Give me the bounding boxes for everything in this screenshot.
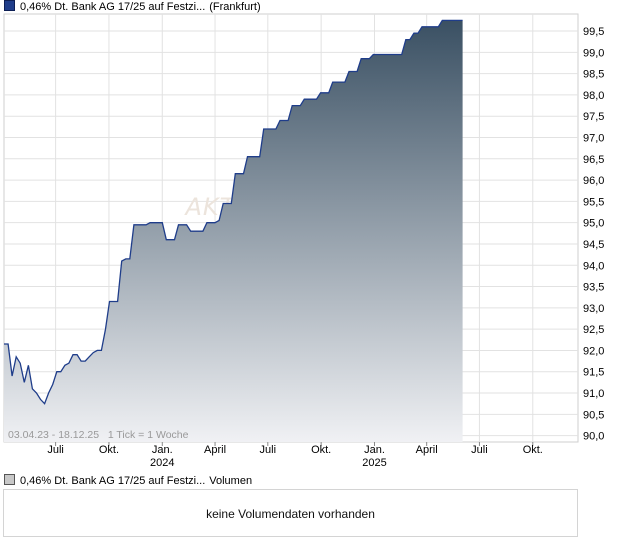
- x-tick-label: Juli: [471, 444, 488, 456]
- y-tick-label: 97,0: [583, 133, 604, 145]
- y-tick-label: 90,0: [583, 431, 604, 443]
- x-tick-label: Juli: [47, 444, 64, 456]
- x-tick-label: Juli: [260, 444, 277, 456]
- price-series-line: [4, 19, 463, 405]
- x-tick-label: Okt.: [99, 444, 119, 456]
- y-tick-label: 92,5: [583, 324, 604, 336]
- x-tick-label: Jan.: [152, 444, 173, 456]
- y-tick-label: 92,0: [583, 345, 604, 357]
- y-tick-label: 91,5: [583, 367, 604, 379]
- y-tick-label: 98,0: [583, 90, 604, 102]
- y-tick-label: 96,5: [583, 154, 604, 166]
- y-tick-label: 99,5: [583, 26, 604, 38]
- x-tick-label: Okt.: [523, 444, 543, 456]
- y-tick-label: 96,0: [583, 175, 604, 187]
- y-tick-label: 93,5: [583, 282, 604, 294]
- y-tick-label: 94,5: [583, 239, 604, 251]
- y-tick-label: 91,0: [583, 388, 604, 400]
- x-tick-year: 2024: [150, 457, 174, 469]
- y-tick-label: 99,0: [583, 47, 604, 59]
- y-tick-label: 98,5: [583, 69, 604, 81]
- price-series-swatch: [4, 0, 15, 11]
- y-tick-label: 94,0: [583, 260, 604, 272]
- volume-empty-message: keine Volumendaten vorhanden: [206, 507, 375, 521]
- y-tick-label: 93,0: [583, 303, 604, 315]
- y-tick-label: 95,5: [583, 196, 604, 208]
- y-tick-label: 95,0: [583, 218, 604, 230]
- volume-label: Volumen: [209, 475, 253, 487]
- price-area-fill: [4, 20, 463, 443]
- exchange-label: (Frankfurt): [209, 1, 261, 13]
- x-tick-label: Jan.: [364, 444, 385, 456]
- x-tick-label: Okt.: [311, 444, 331, 456]
- y-tick-label: 90,5: [583, 409, 604, 421]
- y-tick-label: 97,5: [583, 111, 604, 123]
- legend-price: 0,46% Dt. Bank AG 17/25 auf Festzi... (Fr…: [4, 0, 261, 14]
- price-series-name: 0,46% Dt. Bank AG 17/25 auf Festzi...: [20, 1, 206, 13]
- volume-series-name: 0,46% Dt. Bank AG 17/25 auf Festzi...: [20, 475, 206, 487]
- price-chart: 90,0 90,5 91,0 91,5 92,0 92,5 93,0 93,5 94,0 94,5…: [3, 13, 604, 469]
- volume-series-swatch: [4, 474, 15, 485]
- range-note: 03.04.23 - 18.12.25 1 Tick = 1 Woche: [8, 429, 189, 441]
- x-tick-label: April: [416, 444, 438, 456]
- volume-panel: keine Volumendaten vorhanden: [3, 489, 578, 537]
- legend-volume: 0,46% Dt. Bank AG 17/25 auf Festzi... Vol…: [4, 474, 252, 488]
- x-tick-label: April: [204, 444, 226, 456]
- x-tick-year: 2025: [362, 457, 386, 469]
